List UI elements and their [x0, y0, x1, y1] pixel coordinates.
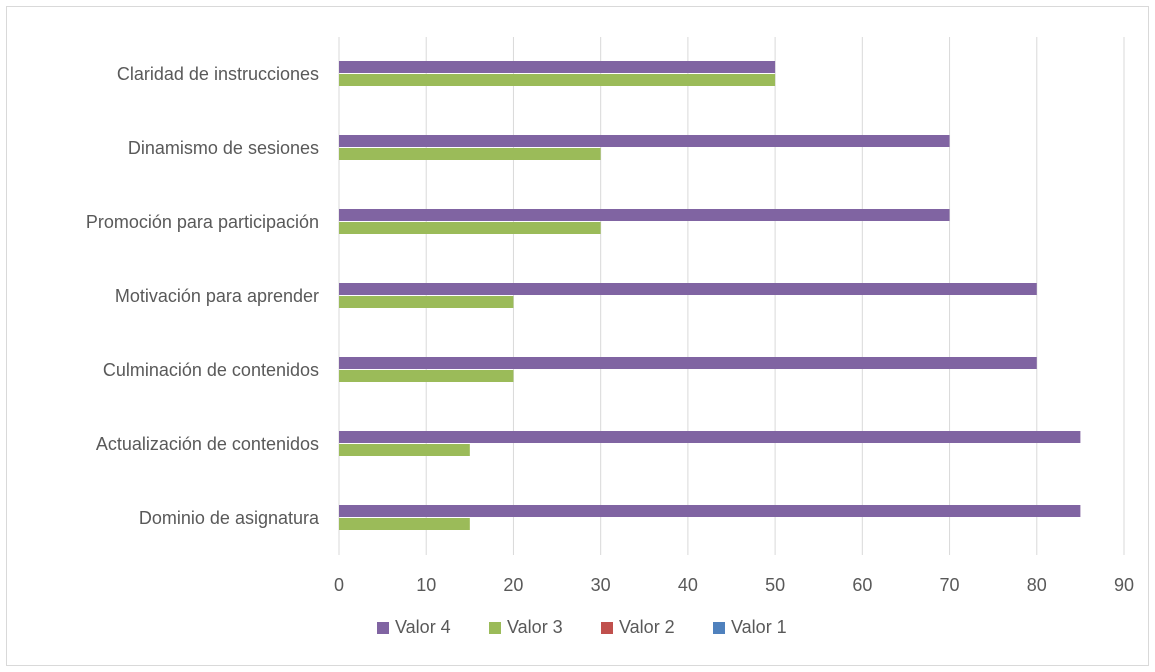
x-tick-label: 60: [852, 575, 872, 595]
legend-swatch-valor-4: [377, 622, 389, 634]
bar-valor-3-2: [339, 222, 601, 234]
bars: [339, 61, 1081, 530]
legend-swatch-valor-3: [489, 622, 501, 634]
y-category-label: Dinamismo de sesiones: [128, 138, 319, 158]
y-category-label: Promoción para participación: [86, 212, 319, 232]
legend-label: Valor 2: [619, 617, 675, 637]
y-category-label: Dominio de asignatura: [139, 508, 320, 528]
x-tick-label: 90: [1114, 575, 1134, 595]
legend-label: Valor 4: [395, 617, 451, 637]
x-tick-label: 70: [940, 575, 960, 595]
bar-valor-4-3: [339, 283, 1037, 295]
bar-valor-4-6: [339, 505, 1081, 517]
y-category-label: Culminación de contenidos: [103, 360, 319, 380]
x-tick-label: 50: [765, 575, 785, 595]
x-tick-label: 20: [503, 575, 523, 595]
x-tick-label: 30: [591, 575, 611, 595]
legend-swatch-valor-1: [713, 622, 725, 634]
bar-valor-4-2: [339, 209, 950, 221]
x-tick-label: 0: [334, 575, 344, 595]
bar-valor-4-4: [339, 357, 1037, 369]
bar-valor-3-5: [339, 444, 470, 456]
bar-chart: 0 10 20 30 40 50 60 70 80 90 Claridad de instrucci…: [86, 37, 1134, 637]
bar-valor-3-1: [339, 148, 601, 160]
legend: Valor 4 Valor 3 Valor 2 Valor 1: [377, 617, 787, 637]
chart-frame: 0 10 20 30 40 50 60 70 80 90 Claridad de instrucci…: [6, 6, 1149, 666]
bar-valor-4-0: [339, 61, 776, 73]
bar-valor-3-6: [339, 518, 470, 530]
y-category-label: Claridad de instrucciones: [117, 64, 319, 84]
gridlines: [338, 37, 1125, 555]
bar-valor-3-3: [339, 296, 514, 308]
bar-valor-4-5: [339, 431, 1081, 443]
bar-valor-3-4: [339, 370, 514, 382]
x-tick-label: 80: [1027, 575, 1047, 595]
legend-swatch-valor-2: [601, 622, 613, 634]
x-tick-label: 10: [416, 575, 436, 595]
legend-label: Valor 1: [731, 617, 787, 637]
y-category-label: Actualización de contenidos: [96, 434, 319, 454]
bar-valor-3-0: [339, 74, 776, 86]
y-category-label: Motivación para aprender: [115, 286, 319, 306]
axes: 0 10 20 30 40 50 60 70 80 90 Claridad de instrucci…: [86, 64, 1134, 595]
bar-valor-4-1: [339, 135, 950, 147]
legend-label: Valor 3: [507, 617, 563, 637]
x-tick-label: 40: [678, 575, 698, 595]
